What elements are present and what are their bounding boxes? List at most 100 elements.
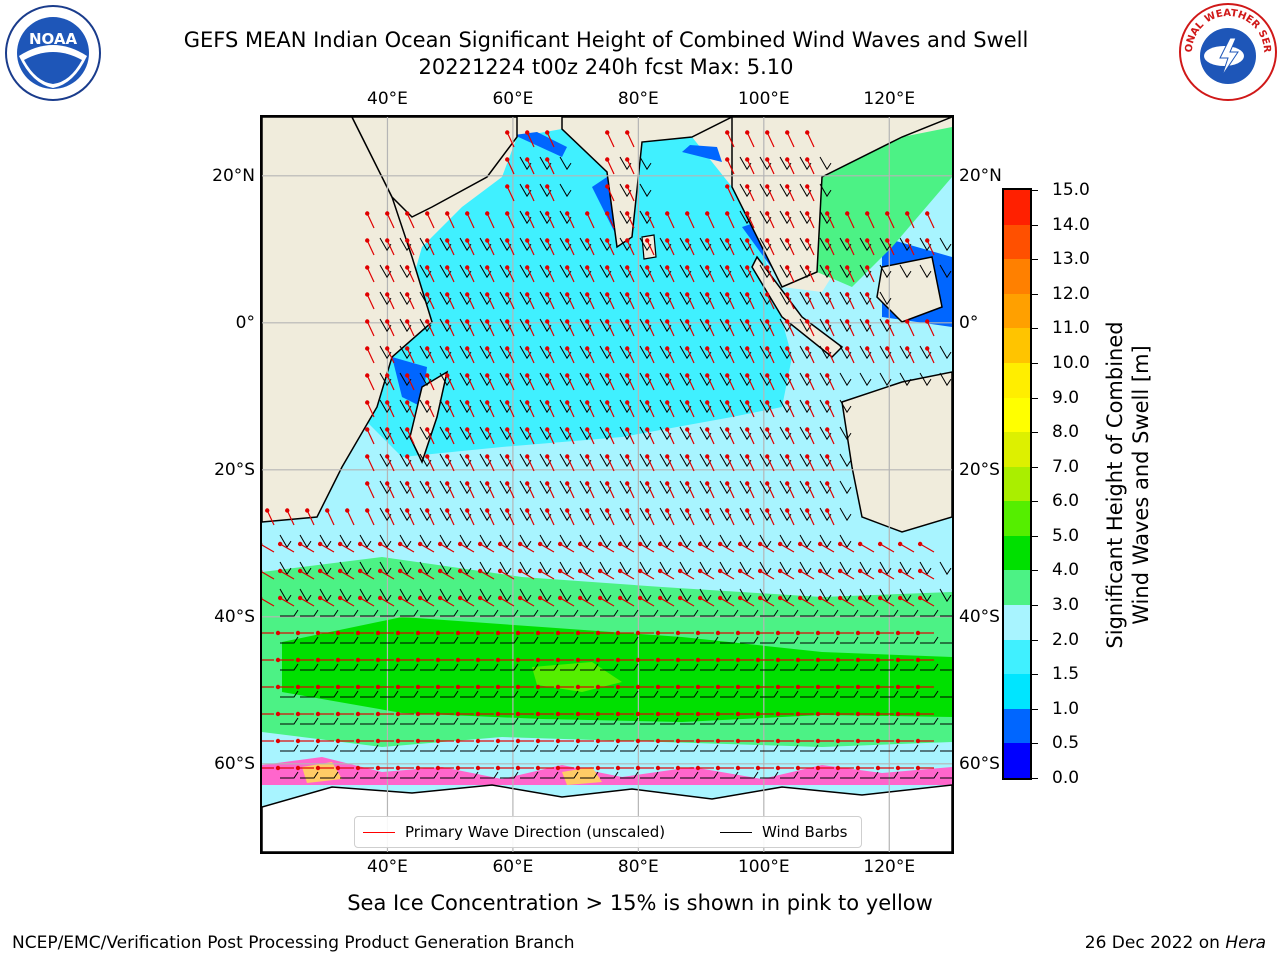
wind-barb — [760, 636, 779, 644]
wave-arrow-head — [745, 508, 750, 513]
wind-barb — [480, 690, 499, 698]
wind-barb — [640, 771, 659, 779]
wave-arrow — [719, 570, 735, 580]
wave-arrow — [686, 456, 695, 472]
wave-arrow — [746, 294, 755, 310]
wave-arrow-head — [725, 400, 730, 405]
wave-arrow-head — [535, 684, 541, 690]
wave-arrow-head — [335, 684, 341, 690]
wave-arrow-head — [275, 711, 281, 717]
wind-barb — [620, 717, 639, 725]
wave-arrow — [766, 456, 775, 472]
wave-arrow — [706, 429, 715, 445]
wind-barb — [420, 717, 439, 725]
wave-arrow-head — [765, 265, 770, 270]
wind-barb — [839, 372, 852, 387]
wind-barb — [860, 609, 879, 617]
wave-arrow-head — [785, 211, 790, 216]
colorbar-tick-mark — [1032, 501, 1038, 503]
wave-arrow — [546, 213, 555, 229]
wave-arrow-head — [745, 184, 750, 189]
wave-arrow — [639, 543, 655, 553]
wave-arrow-head — [537, 568, 543, 574]
wave-arrow-head — [735, 684, 741, 690]
wave-arrow-head — [665, 265, 670, 270]
wave-arrow — [806, 267, 815, 283]
wave-arrow-head — [717, 595, 723, 601]
wave-arrow-head — [825, 238, 830, 243]
wind-barb — [359, 561, 372, 576]
wave-arrow-head — [765, 508, 770, 513]
wind-barb — [820, 636, 839, 644]
wave-arrow-head — [775, 657, 781, 663]
wave-arrow — [586, 429, 595, 445]
wind-barb — [360, 690, 379, 698]
wave-arrow-head — [895, 630, 901, 636]
wind-barb — [320, 663, 339, 671]
wave-arrow-head — [335, 657, 341, 663]
wave-arrow-head — [775, 738, 781, 744]
wave-arrow — [586, 240, 595, 256]
wind-barb — [820, 771, 839, 779]
wind-barb — [479, 534, 492, 549]
wave-arrow-head — [515, 657, 521, 663]
wave-arrow-head — [655, 711, 661, 717]
wave-arrow-head — [595, 657, 601, 663]
wave-arrow — [646, 375, 655, 391]
wind-barb — [819, 534, 832, 549]
wave-arrow-head — [785, 373, 790, 378]
wind-barb — [860, 771, 879, 779]
wave-arrow — [526, 186, 535, 202]
wave-arrow-head — [895, 711, 901, 717]
wave-arrow-head — [657, 568, 663, 574]
wave-arrow-head — [455, 765, 461, 771]
wave-arrow-head — [917, 595, 923, 601]
wave-arrow-head — [745, 265, 750, 270]
wave-arrow-head — [525, 346, 530, 351]
wave-arrow-head — [657, 595, 663, 601]
wave-arrow — [806, 159, 815, 175]
wave-arrow-head — [425, 211, 430, 216]
wave-arrow — [526, 348, 535, 364]
wave-arrow — [806, 510, 815, 526]
wave-arrow — [526, 132, 535, 148]
wave-arrow-head — [515, 684, 521, 690]
wave-arrow — [506, 375, 515, 391]
wave-arrow-head — [825, 319, 830, 324]
wave-arrow-head — [445, 319, 450, 324]
wave-arrow — [359, 597, 375, 607]
wave-arrow — [606, 213, 615, 229]
wind-barb — [780, 771, 799, 779]
wave-arrow-head — [535, 630, 541, 636]
wave-arrow-head — [915, 711, 921, 717]
wave-arrow-head — [905, 346, 910, 351]
wave-arrow-head — [805, 481, 810, 486]
wind-barb — [680, 609, 699, 617]
wind-barb — [559, 588, 572, 603]
wave-arrow-head — [745, 427, 750, 432]
wind-barb — [580, 636, 599, 644]
wave-arrow-head — [525, 319, 530, 324]
wind-barb — [920, 771, 939, 779]
wave-arrow-head — [895, 657, 901, 663]
wave-arrow-head — [545, 292, 550, 297]
wave-arrow — [346, 510, 355, 526]
wave-arrow — [639, 597, 655, 607]
wind-barb — [819, 156, 832, 171]
wave-arrow-head — [315, 765, 321, 771]
wave-arrow — [446, 402, 455, 418]
wave-arrow — [506, 429, 515, 445]
wind-barb — [659, 561, 672, 576]
wave-arrow-head — [735, 711, 741, 717]
wave-arrow-head — [335, 630, 341, 636]
wave-arrow-head — [295, 630, 301, 636]
wave-arrow-head — [705, 427, 710, 432]
wave-arrow — [526, 402, 535, 418]
wave-arrow — [846, 294, 855, 310]
wave-arrow-head — [395, 765, 401, 771]
wave-arrow — [686, 348, 695, 364]
nws-logo-icon: NATIONAL WEATHER SERVICE — [1174, 0, 1278, 102]
wave-arrows-layer — [262, 130, 935, 771]
colorbar-segment — [1004, 605, 1030, 640]
wave-arrow-head — [825, 481, 830, 486]
